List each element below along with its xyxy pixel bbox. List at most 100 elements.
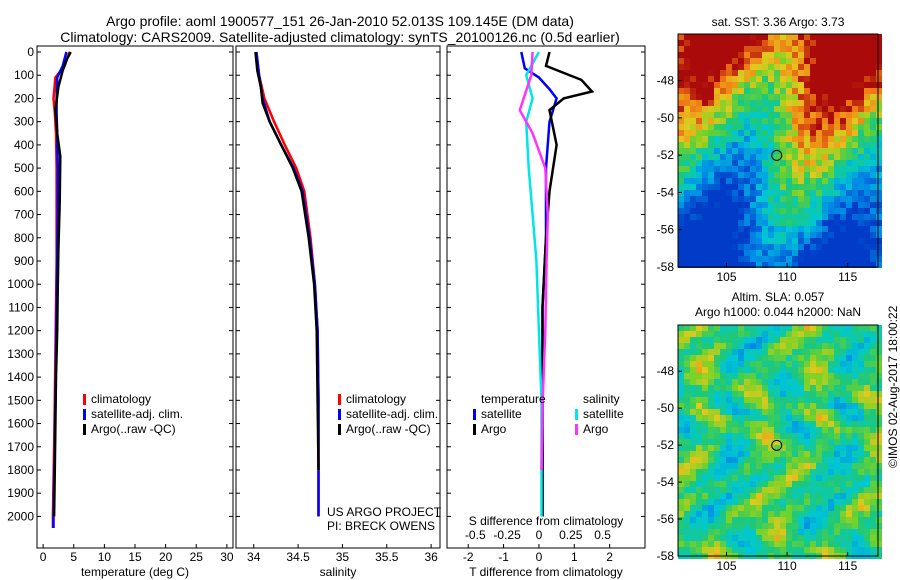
y-tick-label: 800 [14,231,34,245]
map-cell [810,142,816,148]
map-cell [762,499,768,505]
map-cell [756,82,762,88]
map-cell [684,160,690,166]
map-cell [846,202,852,208]
map-cell [810,541,816,547]
map-cell [852,517,858,523]
map-cell [738,40,744,46]
map-cell [846,379,852,385]
map-cell [708,100,714,106]
map-cell [702,415,708,421]
map-cell [702,469,708,475]
map-cell [804,469,810,475]
map-cell [774,433,780,439]
map-cell [744,541,750,547]
map-cell [684,166,690,172]
map-cell [696,202,702,208]
map-cell [714,343,720,349]
map-cell [834,256,840,262]
map-cell [816,124,822,130]
map-cell [750,262,756,268]
map-cell [732,325,738,331]
map-cell [702,238,708,244]
map-cell [822,172,828,178]
map-cell [768,331,774,337]
map-cell [822,493,828,499]
map-cell [720,409,726,415]
map-cell [786,244,792,250]
map-cell [798,166,804,172]
map-cell [756,349,762,355]
map-cell [864,76,870,82]
legend-swatch [473,424,476,435]
map-cell [828,409,834,415]
map-cell [708,178,714,184]
map-cell [780,445,786,451]
map-cell [816,355,822,361]
map-cell [696,262,702,268]
map-cell [684,106,690,112]
map-cell [828,547,834,553]
map-cell [786,166,792,172]
map-cell [780,427,786,433]
map-cell [708,88,714,94]
map-cell [756,457,762,463]
map-cell [816,463,822,469]
map-cell [822,523,828,529]
map-cell [840,355,846,361]
map-cell [732,367,738,373]
map-cell [708,397,714,403]
map-cell [720,94,726,100]
map-cell [840,385,846,391]
map-cell [876,403,882,409]
x-tick-label: 5 [70,550,77,564]
map-cell [840,184,846,190]
map-cell [876,385,882,391]
map-cell [810,94,816,100]
map-cell [876,451,882,457]
map-cell [876,178,882,184]
map-cell [720,463,726,469]
map-cell [864,427,870,433]
map-cell [852,52,858,58]
map-cell [678,172,684,178]
map-cell [684,445,690,451]
map-cell [864,178,870,184]
map-cell [678,361,684,367]
map-cell [678,463,684,469]
map-cell [846,184,852,190]
map-cell [780,220,786,226]
map-cell [846,112,852,118]
map-cell [846,40,852,46]
map-cell [852,250,858,256]
map-cell [852,529,858,535]
map-cell [828,166,834,172]
map-cell [726,160,732,166]
map-cell [738,220,744,226]
map-cell [696,499,702,505]
map-cell [804,154,810,160]
map-cell [810,535,816,541]
map-cell [732,58,738,64]
map-cell [702,541,708,547]
map-cell [726,427,732,433]
map-cell [786,262,792,268]
map-cell [792,547,798,553]
x-tick-label: 34.5 [286,550,310,564]
map-cell [864,499,870,505]
map-cell [696,385,702,391]
map-cell [732,160,738,166]
map-cell [792,343,798,349]
map-cell [768,262,774,268]
map-cell [708,160,714,166]
map-cell [696,331,702,337]
map-cell [720,397,726,403]
map-cell [702,178,708,184]
y-tick-label: 1400 [7,370,34,384]
map-cell [690,64,696,70]
map-cell [852,445,858,451]
map-cell [774,184,780,190]
map-cell [786,349,792,355]
map-cell [804,523,810,529]
map-cell [744,226,750,232]
